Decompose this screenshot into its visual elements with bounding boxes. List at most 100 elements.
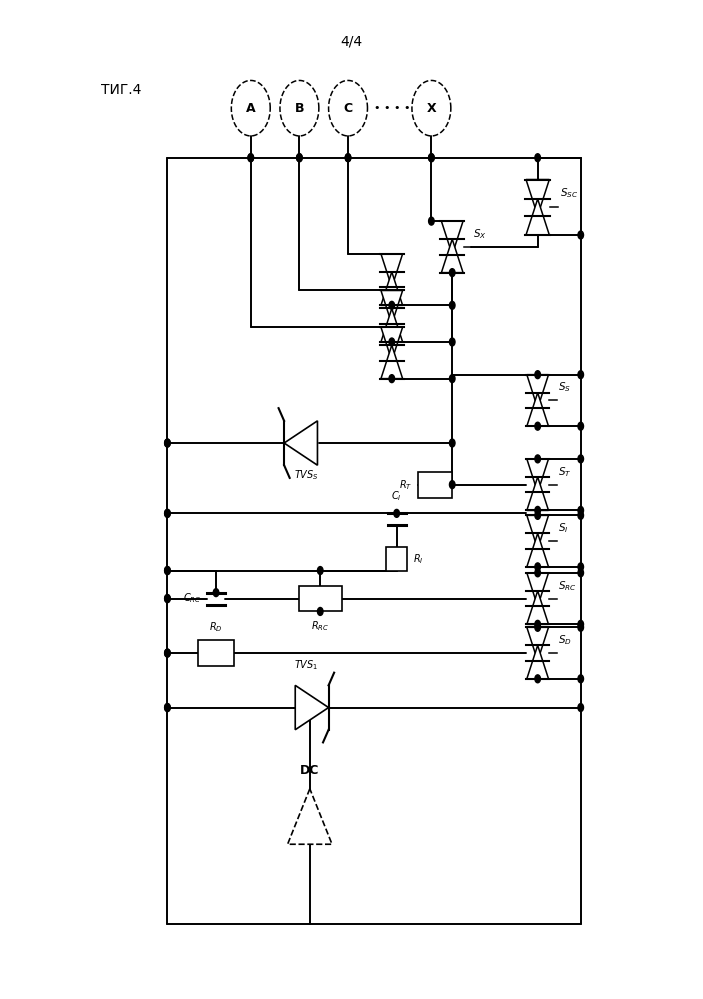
- Text: $S_X$: $S_X$: [473, 227, 486, 241]
- Circle shape: [165, 594, 170, 602]
- Circle shape: [165, 509, 170, 517]
- Circle shape: [165, 566, 170, 574]
- Text: $R_I$: $R_I$: [413, 552, 424, 565]
- Polygon shape: [526, 180, 549, 216]
- Text: $C_I$: $C_I$: [392, 490, 402, 503]
- Circle shape: [535, 620, 541, 628]
- Circle shape: [429, 154, 434, 162]
- Polygon shape: [284, 421, 318, 466]
- Polygon shape: [527, 533, 548, 566]
- Polygon shape: [381, 272, 403, 306]
- Circle shape: [165, 703, 170, 711]
- Circle shape: [165, 509, 170, 517]
- Text: DC: DC: [300, 764, 319, 777]
- Polygon shape: [381, 291, 403, 324]
- Circle shape: [248, 154, 254, 162]
- Bar: [299, 585, 342, 611]
- Circle shape: [535, 506, 541, 514]
- Circle shape: [449, 440, 455, 447]
- Text: B: B: [295, 102, 304, 115]
- Text: $S_S$: $S_S$: [558, 381, 572, 395]
- Polygon shape: [288, 789, 332, 844]
- Polygon shape: [381, 309, 403, 342]
- Circle shape: [394, 509, 399, 517]
- Text: • • • •: • • • •: [373, 103, 410, 113]
- Circle shape: [345, 154, 351, 162]
- Circle shape: [429, 154, 434, 162]
- Circle shape: [389, 302, 394, 310]
- Circle shape: [389, 375, 394, 383]
- Polygon shape: [527, 459, 548, 493]
- Polygon shape: [526, 199, 549, 235]
- Polygon shape: [527, 572, 548, 606]
- Polygon shape: [295, 685, 328, 729]
- Circle shape: [578, 506, 583, 514]
- Circle shape: [535, 371, 541, 379]
- Circle shape: [165, 440, 170, 447]
- Circle shape: [578, 623, 583, 631]
- Circle shape: [213, 588, 219, 596]
- Circle shape: [578, 675, 583, 682]
- Circle shape: [165, 649, 170, 657]
- Circle shape: [449, 269, 455, 277]
- Text: $R_T$: $R_T$: [399, 478, 413, 492]
- Circle shape: [578, 423, 583, 431]
- Text: 4/4: 4/4: [340, 35, 363, 49]
- Circle shape: [535, 455, 541, 463]
- Text: $S_T$: $S_T$: [558, 465, 572, 479]
- Polygon shape: [527, 477, 548, 510]
- Bar: [198, 640, 234, 666]
- Text: ΤИГ.4: ΤИГ.4: [101, 83, 142, 97]
- Circle shape: [345, 154, 351, 162]
- Circle shape: [535, 568, 541, 576]
- Circle shape: [535, 511, 541, 519]
- Bar: [418, 472, 451, 498]
- Circle shape: [535, 154, 541, 162]
- Text: $S_{RC}$: $S_{RC}$: [558, 578, 577, 592]
- Circle shape: [165, 703, 170, 711]
- Circle shape: [535, 623, 541, 631]
- Polygon shape: [381, 327, 403, 361]
- Text: $S_{SC}$: $S_{SC}$: [560, 187, 579, 200]
- Text: $S_I$: $S_I$: [558, 521, 569, 535]
- Text: $TVS_1$: $TVS_1$: [294, 658, 318, 672]
- Circle shape: [318, 566, 323, 574]
- Circle shape: [297, 154, 302, 162]
- Polygon shape: [381, 345, 403, 379]
- Text: $R_{RC}$: $R_{RC}$: [311, 619, 329, 633]
- Circle shape: [297, 154, 302, 162]
- Circle shape: [578, 455, 583, 463]
- Bar: [386, 547, 408, 570]
- Circle shape: [535, 675, 541, 682]
- Circle shape: [578, 231, 583, 239]
- Circle shape: [318, 607, 323, 615]
- Polygon shape: [381, 254, 403, 288]
- Text: $S_D$: $S_D$: [558, 633, 572, 647]
- Circle shape: [449, 481, 455, 489]
- Text: $C_{RC}$: $C_{RC}$: [183, 591, 202, 605]
- Polygon shape: [527, 627, 548, 660]
- Circle shape: [165, 566, 170, 574]
- Circle shape: [578, 703, 583, 711]
- Circle shape: [449, 375, 455, 383]
- Text: C: C: [344, 102, 353, 115]
- Circle shape: [429, 217, 434, 225]
- Circle shape: [578, 371, 583, 379]
- Circle shape: [578, 620, 583, 628]
- Polygon shape: [441, 239, 463, 273]
- Circle shape: [578, 511, 583, 519]
- Text: $TVS_S$: $TVS_S$: [294, 469, 318, 483]
- Circle shape: [535, 562, 541, 570]
- Circle shape: [248, 154, 254, 162]
- Circle shape: [165, 440, 170, 447]
- Polygon shape: [527, 590, 548, 624]
- Circle shape: [449, 302, 455, 310]
- Polygon shape: [527, 375, 548, 409]
- Circle shape: [535, 423, 541, 431]
- Text: $R_D$: $R_D$: [209, 620, 223, 634]
- Circle shape: [449, 338, 455, 346]
- Circle shape: [578, 568, 583, 576]
- Text: X: X: [427, 102, 436, 115]
- Polygon shape: [527, 515, 548, 548]
- Circle shape: [165, 649, 170, 657]
